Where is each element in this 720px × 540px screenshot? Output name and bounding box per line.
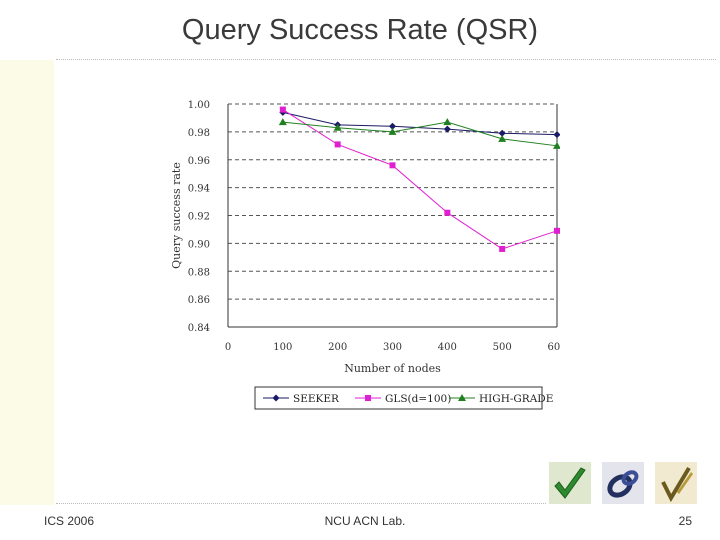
footer-lab: NCU ACN Lab. bbox=[324, 514, 406, 528]
y-tick-label: 0.88 bbox=[188, 267, 210, 278]
data-point bbox=[499, 245, 506, 252]
legend-box bbox=[254, 386, 543, 410]
x-tick-label: 300 bbox=[383, 342, 402, 353]
series-line-triangle bbox=[282, 121, 558, 147]
y-tick-label: 0.86 bbox=[188, 295, 210, 306]
data-point bbox=[553, 141, 560, 149]
slide-title: Query Success Rate (QSR) bbox=[181, 14, 539, 46]
data-point bbox=[444, 209, 451, 216]
data-point bbox=[553, 131, 560, 139]
data-point bbox=[388, 127, 397, 135]
y-tick-label: 0.96 bbox=[188, 156, 210, 167]
data-point bbox=[279, 106, 286, 113]
data-point bbox=[389, 122, 396, 130]
legend-label: GLS(d=100) bbox=[385, 393, 451, 405]
y-tick-label: 0.90 bbox=[188, 239, 210, 250]
legend-label: HIGH-GRADE bbox=[479, 393, 553, 405]
data-point bbox=[389, 162, 396, 169]
series-line-diamond bbox=[282, 111, 558, 136]
x-axis-label: Number of nodes bbox=[344, 362, 441, 375]
y-axis-label: Query success rate bbox=[170, 162, 183, 269]
data-point bbox=[333, 123, 342, 131]
x-tick-label: 100 bbox=[273, 342, 292, 353]
x-tick-label: 500 bbox=[493, 342, 512, 353]
data-point bbox=[498, 129, 506, 137]
pen-check-icon bbox=[655, 462, 697, 504]
data-point bbox=[278, 118, 287, 126]
line-chart: 1.00 0.98 0.96 0.94 0.92 0.90 0.88 0.86 0.84 0 100… bbox=[170, 100, 560, 410]
data-point bbox=[365, 395, 371, 401]
data-point bbox=[443, 125, 451, 133]
footer-conference: ICS 2006 bbox=[44, 514, 95, 528]
data-point bbox=[334, 141, 341, 148]
data-point bbox=[498, 134, 507, 142]
y-tick-label: 0.98 bbox=[188, 128, 210, 139]
y-tick-label: 0.84 bbox=[188, 323, 210, 334]
title-divider bbox=[56, 59, 716, 60]
legend-label: SEEKER bbox=[293, 393, 340, 405]
series-line-square bbox=[282, 109, 558, 250]
side-bar bbox=[0, 60, 54, 505]
footer-divider bbox=[56, 503, 546, 504]
x-tick-label: 200 bbox=[328, 342, 347, 353]
x-tick-label: 0 bbox=[225, 342, 231, 353]
y-tick-label: 0.92 bbox=[188, 212, 210, 223]
data-point bbox=[458, 394, 466, 401]
x-tick-label: 400 bbox=[438, 342, 457, 353]
x-tick-label: 600 bbox=[547, 342, 560, 353]
y-tick-label: 0.94 bbox=[188, 184, 210, 195]
data-point bbox=[554, 227, 560, 234]
y-tick-label: 1.00 bbox=[188, 100, 210, 111]
data-point bbox=[443, 118, 452, 126]
green-check-icon bbox=[549, 462, 591, 504]
page-number: 25 bbox=[678, 514, 692, 528]
data-point bbox=[272, 394, 280, 402]
blue-rings-icon bbox=[602, 462, 644, 504]
